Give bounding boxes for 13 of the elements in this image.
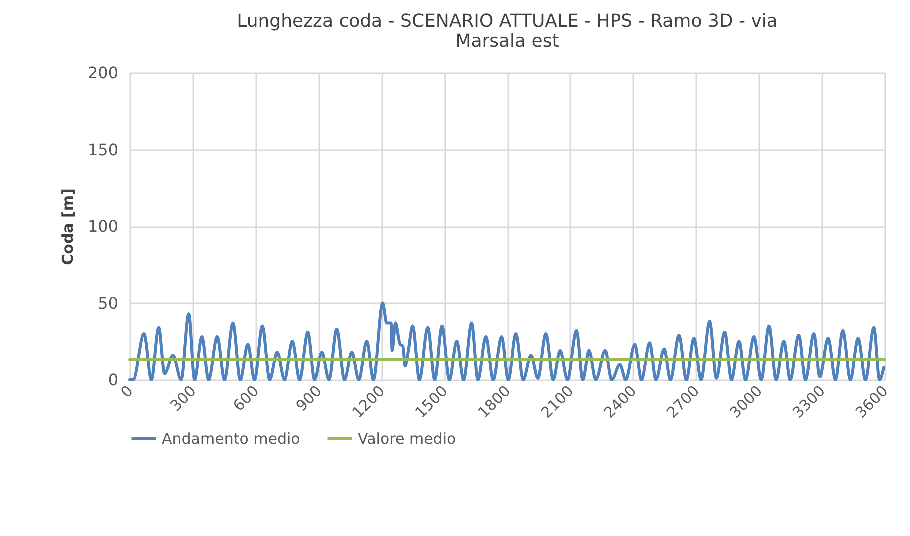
x-tick-label: 600: [230, 382, 263, 416]
legend-label: Andamento medio: [162, 430, 300, 448]
x-tick-label: 0: [117, 382, 137, 402]
legend-label: Valore medio: [358, 430, 456, 448]
x-tick-label: 300: [166, 382, 200, 416]
y-tick-label: 200: [88, 64, 118, 82]
y-tick-label: 150: [88, 140, 118, 160]
chart-title: Lunghezza coda - SCENARIO ATTUALE - HPS - Ramo 3D - via Marsala est: [237, 11, 778, 52]
y-tick-label: 0: [108, 370, 118, 390]
y-tick-label: 100: [88, 217, 118, 236]
x-tick-label: 900: [292, 382, 326, 416]
y-axis-title: Coda [m]: [58, 188, 77, 266]
y-tick-label: 50: [98, 294, 118, 313]
